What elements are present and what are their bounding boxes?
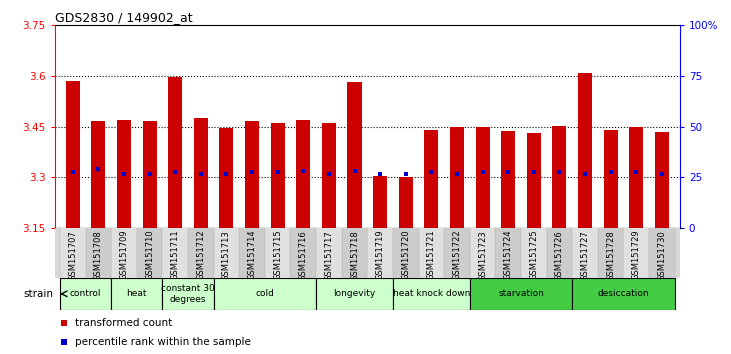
Bar [393, 278, 470, 310]
Text: GSM151710: GSM151710 [145, 230, 154, 280]
Bar [91, 121, 105, 228]
Text: GSM151721: GSM151721 [427, 230, 436, 280]
Bar [117, 120, 131, 228]
FancyBboxPatch shape [55, 228, 680, 278]
Text: GSM151727: GSM151727 [580, 230, 590, 281]
Text: percentile rank within the sample: percentile rank within the sample [75, 337, 251, 347]
Bar [521, 228, 547, 278]
Text: GSM151726: GSM151726 [555, 230, 564, 281]
Text: GSM151724: GSM151724 [504, 230, 512, 280]
Bar [444, 228, 470, 278]
Bar [450, 126, 464, 228]
Bar [655, 132, 669, 228]
Bar [322, 123, 336, 228]
Text: GSM151708: GSM151708 [94, 230, 103, 281]
Text: GSM151728: GSM151728 [606, 230, 616, 281]
Bar [245, 121, 259, 228]
Text: cold: cold [255, 289, 274, 298]
Text: GSM151729: GSM151729 [632, 230, 641, 280]
Bar [598, 228, 624, 278]
Text: GSM151719: GSM151719 [376, 230, 385, 280]
Bar [476, 126, 490, 228]
Bar [649, 228, 675, 278]
Bar [60, 228, 86, 278]
Text: heat: heat [126, 289, 147, 298]
Bar [393, 228, 419, 278]
Bar [60, 278, 111, 310]
Bar [213, 278, 316, 310]
Text: GSM151723: GSM151723 [478, 230, 487, 281]
Bar [553, 126, 567, 228]
Bar [367, 228, 393, 278]
Text: constant 30
degrees: constant 30 degrees [161, 284, 215, 303]
Text: GSM151709: GSM151709 [119, 230, 129, 280]
Bar [572, 278, 675, 310]
Text: GSM151716: GSM151716 [299, 230, 308, 281]
Bar [424, 130, 439, 228]
Bar [316, 228, 341, 278]
Text: GSM151718: GSM151718 [350, 230, 359, 281]
Bar [290, 228, 316, 278]
Text: GSM151720: GSM151720 [401, 230, 410, 280]
Text: GSM151717: GSM151717 [325, 230, 333, 281]
Bar [624, 228, 649, 278]
Text: GSM151713: GSM151713 [222, 230, 231, 281]
Bar [629, 126, 643, 228]
Bar [296, 120, 311, 228]
Bar [137, 228, 162, 278]
Bar [496, 228, 521, 278]
Text: GSM151714: GSM151714 [248, 230, 257, 280]
Bar [111, 228, 137, 278]
Text: strain: strain [23, 289, 53, 299]
Text: GSM151725: GSM151725 [529, 230, 538, 280]
Bar [347, 82, 362, 228]
Bar [111, 278, 162, 310]
Text: GSM151711: GSM151711 [171, 230, 180, 280]
Bar [194, 118, 208, 228]
Bar [572, 228, 598, 278]
Text: transformed count: transformed count [75, 318, 172, 329]
Text: GSM151707: GSM151707 [68, 230, 77, 281]
Bar [547, 228, 572, 278]
Bar [604, 130, 618, 228]
Bar [219, 128, 233, 228]
Bar [470, 278, 572, 310]
Text: GSM151715: GSM151715 [273, 230, 282, 280]
Bar [419, 228, 444, 278]
Bar [578, 73, 592, 228]
Text: GSM151730: GSM151730 [657, 230, 667, 281]
Bar [265, 228, 290, 278]
Bar [239, 228, 265, 278]
Text: GSM151722: GSM151722 [452, 230, 461, 280]
Bar [66, 81, 80, 228]
Bar [162, 228, 188, 278]
Bar [213, 228, 239, 278]
Bar [373, 176, 387, 228]
Text: GDS2830 / 149902_at: GDS2830 / 149902_at [55, 11, 192, 24]
Text: GSM151712: GSM151712 [197, 230, 205, 280]
Bar [162, 278, 213, 310]
Text: starvation: starvation [498, 289, 544, 298]
Bar [527, 133, 541, 228]
Bar [168, 78, 182, 228]
Text: control: control [70, 289, 102, 298]
Text: heat knock down: heat knock down [393, 289, 470, 298]
Text: longevity: longevity [333, 289, 376, 298]
Bar [316, 278, 393, 310]
Bar [398, 177, 413, 228]
Bar [270, 123, 284, 228]
Bar [86, 228, 111, 278]
Bar [188, 228, 213, 278]
Bar [143, 121, 156, 228]
Bar [470, 228, 496, 278]
Bar [341, 228, 367, 278]
Bar [501, 131, 515, 228]
Text: desiccation: desiccation [598, 289, 649, 298]
